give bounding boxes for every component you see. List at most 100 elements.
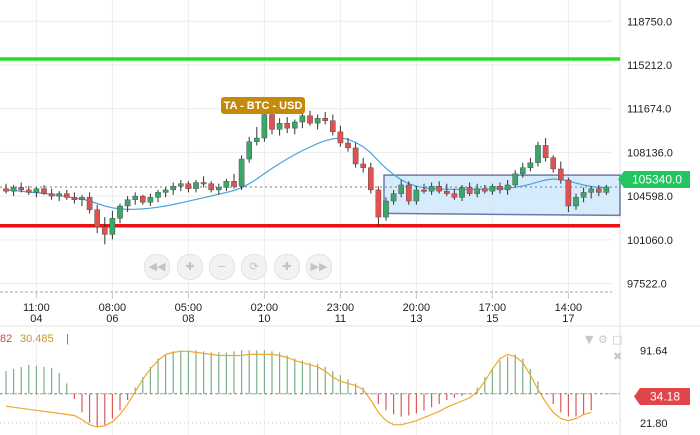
candle (390, 189, 397, 205)
candle (520, 162, 526, 178)
candle (504, 180, 511, 195)
candle (284, 117, 291, 134)
candle-body (79, 197, 85, 201)
candle-body (588, 188, 594, 193)
candle-body (86, 197, 93, 210)
legend-tag-background (221, 97, 305, 114)
candle (139, 194, 146, 205)
candle (322, 112, 329, 125)
candle (231, 173, 237, 189)
candle (459, 184, 465, 202)
date-tick-label: 06 (106, 313, 118, 325)
pan-right-button[interactable]: ✚ (274, 254, 300, 280)
candle-body (139, 195, 146, 203)
candle (33, 187, 40, 198)
oscillator-line (5, 350, 592, 428)
date-tick-label: 10 (258, 313, 270, 325)
zoom-out-button[interactable]: − (209, 254, 235, 280)
price-axis: 118750.0 115212.0 111674.0 108136.0 104598.0… (627, 16, 673, 290)
candle-body (18, 187, 25, 191)
candle-body (238, 158, 245, 187)
gear-icon[interactable]: ⚙ (598, 333, 608, 346)
candle-body (322, 118, 329, 121)
zoom-reset-icon: ⟳ (249, 260, 259, 273)
oscillator-tick-label: 21.80 (640, 418, 668, 430)
candle (413, 186, 420, 205)
candle (170, 182, 177, 195)
candle-body (56, 193, 62, 197)
time-tick-label: 02:00 (251, 302, 279, 314)
candle (147, 193, 154, 206)
legend-tag[interactable]: TA - BTC - USD (221, 97, 305, 114)
candle (292, 119, 298, 135)
candle (193, 180, 199, 193)
candle-body (550, 157, 556, 170)
candle-body (48, 193, 55, 197)
candle (375, 186, 382, 226)
candle-body (504, 184, 511, 191)
zoom-reset-button[interactable]: ⟳ (241, 254, 267, 280)
candle-body (26, 189, 32, 193)
candle-body (542, 145, 549, 158)
date-tick-label: 08 (182, 313, 194, 325)
candle (588, 186, 594, 199)
candle (489, 183, 496, 195)
triangle-down-icon[interactable]: ▼ (585, 333, 594, 346)
candle (436, 181, 443, 194)
candle (337, 125, 344, 147)
candle-body (535, 145, 541, 163)
candle (86, 192, 93, 214)
candle (360, 157, 367, 173)
candle-body (573, 197, 579, 207)
window-icon[interactable]: □ (612, 333, 623, 346)
date-tick-label: 15 (486, 313, 498, 325)
candle-body (474, 188, 481, 194)
candle (261, 112, 268, 142)
candle (48, 188, 55, 200)
fast-forward-button[interactable]: ▶▶ (306, 254, 332, 280)
candle-body (177, 183, 184, 187)
oscillator-axis: 91.645021.80 (640, 346, 668, 430)
candle (542, 138, 549, 162)
candle (94, 204, 100, 234)
candle-body (41, 188, 47, 194)
indicator-separator: | (66, 333, 69, 345)
close-icon[interactable]: ✖ (613, 350, 623, 363)
time-tick-label: 14:00 (555, 302, 583, 314)
candle (18, 182, 25, 193)
candle-body (223, 181, 230, 188)
pan-left-button[interactable]: ✚ (177, 254, 203, 280)
candle (535, 141, 541, 167)
time-tick-label: 05:00 (175, 302, 203, 314)
candle (56, 191, 62, 202)
candle (474, 183, 481, 198)
oscillator-tick-label: 91.64 (640, 346, 668, 358)
rewind-icon: ◀◀ (148, 260, 166, 273)
indicator-value-label: 30.485 (20, 333, 54, 345)
candle (497, 182, 503, 194)
candle-body (33, 188, 40, 193)
candle (368, 162, 374, 194)
candle (482, 184, 488, 194)
candle-body (596, 188, 602, 193)
candle (299, 113, 306, 129)
fast-forward-icon: ▶▶ (310, 260, 328, 273)
candle (71, 192, 78, 204)
rewind-button[interactable]: ◀◀ (144, 254, 170, 280)
candle-body (269, 114, 275, 130)
candle-body (390, 193, 397, 202)
pan-right-icon: ✚ (282, 260, 292, 273)
candle-body (162, 189, 169, 193)
candle-body (444, 190, 450, 194)
candle (444, 183, 450, 197)
price-tag-background (618, 171, 690, 188)
candle (603, 184, 610, 195)
candle (41, 184, 47, 195)
candle-body (284, 122, 291, 129)
price-tick-label: 111674.0 (627, 104, 671, 116)
candle (26, 186, 32, 195)
price-tag-text: 105340.0 (632, 173, 682, 187)
candle (307, 110, 313, 126)
candle-body (512, 173, 518, 186)
candle (109, 210, 116, 240)
